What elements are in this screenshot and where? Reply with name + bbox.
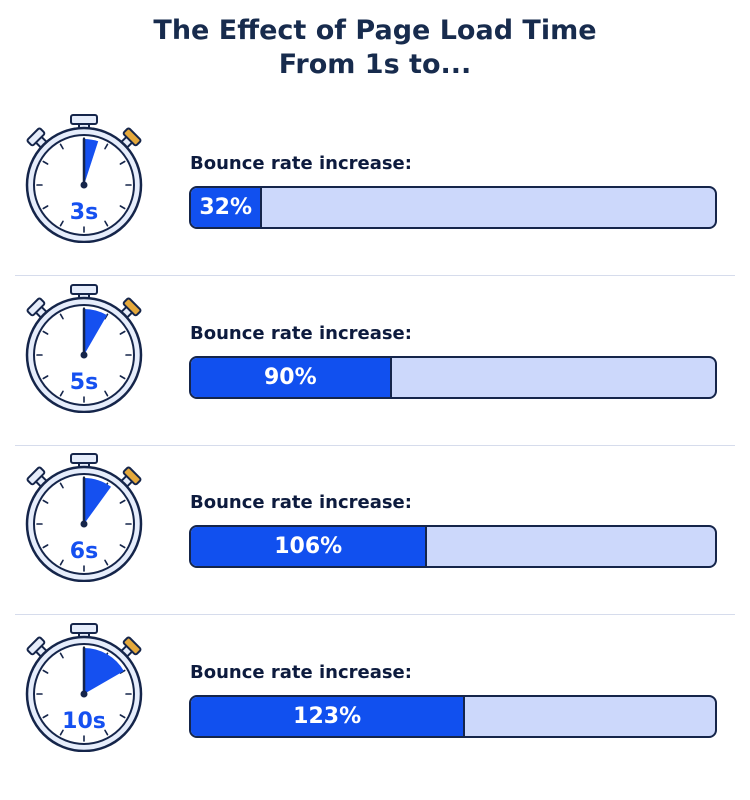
bar-track: 123% xyxy=(189,694,717,738)
stopwatch-tick xyxy=(104,390,109,397)
bar-fill: 90% xyxy=(191,357,392,397)
stopwatch-crown xyxy=(70,622,98,634)
stopwatch-tick xyxy=(119,330,126,335)
elapsed-wedge xyxy=(84,647,124,694)
elapsed-wedge xyxy=(84,478,112,524)
chart-row: 10s Bounce rate increase: 123% xyxy=(0,622,750,772)
stopwatch-seconds-label: 6s xyxy=(70,539,98,564)
bar-label: Bounce rate increase: xyxy=(190,153,412,174)
stopwatch-pivot xyxy=(80,351,88,358)
stopwatch-crown xyxy=(70,114,98,125)
stopwatch-tick xyxy=(59,143,64,150)
stopwatch-tick xyxy=(42,544,49,549)
stopwatch-left-button xyxy=(26,636,50,659)
stopwatch-tick xyxy=(119,374,126,379)
stopwatch-crown xyxy=(70,453,98,464)
stopwatch-right-button-cap xyxy=(122,297,142,316)
stopwatch-tick xyxy=(59,312,64,319)
stopwatch-right-button-cap xyxy=(122,127,142,147)
bar-track: 32% xyxy=(189,186,717,229)
stopwatch-tick xyxy=(119,544,126,549)
chart-title: The Effect of Page Load Time From 1s to.… xyxy=(0,14,750,82)
stopwatch-tick xyxy=(42,330,49,335)
stopwatch-pivot xyxy=(80,181,88,189)
stopwatch-left-button-cap xyxy=(26,127,46,147)
stopwatch-icon: 10s xyxy=(25,622,143,752)
bar-fill: 123% xyxy=(191,696,466,736)
stopwatch-tick xyxy=(59,651,64,658)
bar-value-label: 123% xyxy=(293,703,362,729)
stopwatch-icon: 6s xyxy=(25,453,143,582)
stopwatch-tick xyxy=(42,160,49,165)
stopwatch-tick xyxy=(42,669,49,674)
chart-row: 3s Bounce rate increase: 32% xyxy=(0,113,750,263)
elapsed-wedge xyxy=(84,308,107,355)
row-divider xyxy=(15,444,735,446)
stopwatch-tick xyxy=(59,390,64,397)
bar-fill: 106% xyxy=(191,527,428,566)
stopwatch-left-button-cap xyxy=(26,636,46,655)
stopwatch-right-button-cap xyxy=(122,466,142,486)
stopwatch-crown xyxy=(70,283,98,295)
chart-title-line-1: The Effect of Page Load Time xyxy=(153,15,597,46)
bar-fill: 32% xyxy=(191,188,263,227)
bar-label: Bounce rate increase: xyxy=(190,661,412,683)
stopwatch-tick xyxy=(104,729,109,736)
stopwatch-tick xyxy=(42,374,49,379)
bar-label: Bounce rate increase: xyxy=(190,322,412,344)
stopwatch-tick xyxy=(104,559,109,566)
stopwatch-tick xyxy=(42,499,49,504)
bar-value-label: 90% xyxy=(264,364,317,390)
stopwatch-seconds-label: 5s xyxy=(70,370,98,395)
chart-row: 6s Bounce rate increase: 106% xyxy=(0,452,750,602)
stopwatch-seconds-label: 3s xyxy=(70,200,98,225)
stopwatch-left-button-cap xyxy=(26,297,46,316)
chart-title-line-2: From 1s to... xyxy=(278,49,472,80)
stopwatch-tick xyxy=(42,205,49,210)
row-divider xyxy=(15,275,735,276)
stopwatch-pivot xyxy=(80,690,88,697)
stopwatch-tick xyxy=(59,220,64,227)
stopwatch-tick xyxy=(104,312,109,319)
bar-track: 90% xyxy=(189,355,717,399)
stopwatch-left-button-cap xyxy=(26,466,46,486)
bar-label: Bounce rate increase: xyxy=(190,492,412,513)
stopwatch-seconds-label: 10s xyxy=(62,709,106,734)
stopwatch-pivot xyxy=(80,520,88,528)
stopwatch-tick xyxy=(104,143,109,150)
stopwatch-tick xyxy=(59,482,64,489)
stopwatch-tick xyxy=(119,713,126,718)
stopwatch-tick xyxy=(119,499,126,504)
bar-track: 106% xyxy=(189,525,717,568)
stopwatch-tick xyxy=(59,729,64,736)
stopwatch-icon: 5s xyxy=(25,283,143,413)
row-divider xyxy=(15,614,735,615)
stopwatch-right-button-cap xyxy=(122,636,142,655)
stopwatch-tick xyxy=(119,205,126,210)
stopwatch-tick xyxy=(42,713,49,718)
stopwatch-tick xyxy=(59,559,64,566)
bar-value-label: 106% xyxy=(274,534,343,559)
stopwatch-tick xyxy=(104,220,109,227)
elapsed-wedge xyxy=(84,139,99,185)
stopwatch-icon: 3s xyxy=(25,114,143,243)
stopwatch-tick xyxy=(119,160,126,165)
bar-value-label: 32% xyxy=(199,195,253,220)
chart-row: 5s Bounce rate increase: 90% xyxy=(0,283,750,433)
